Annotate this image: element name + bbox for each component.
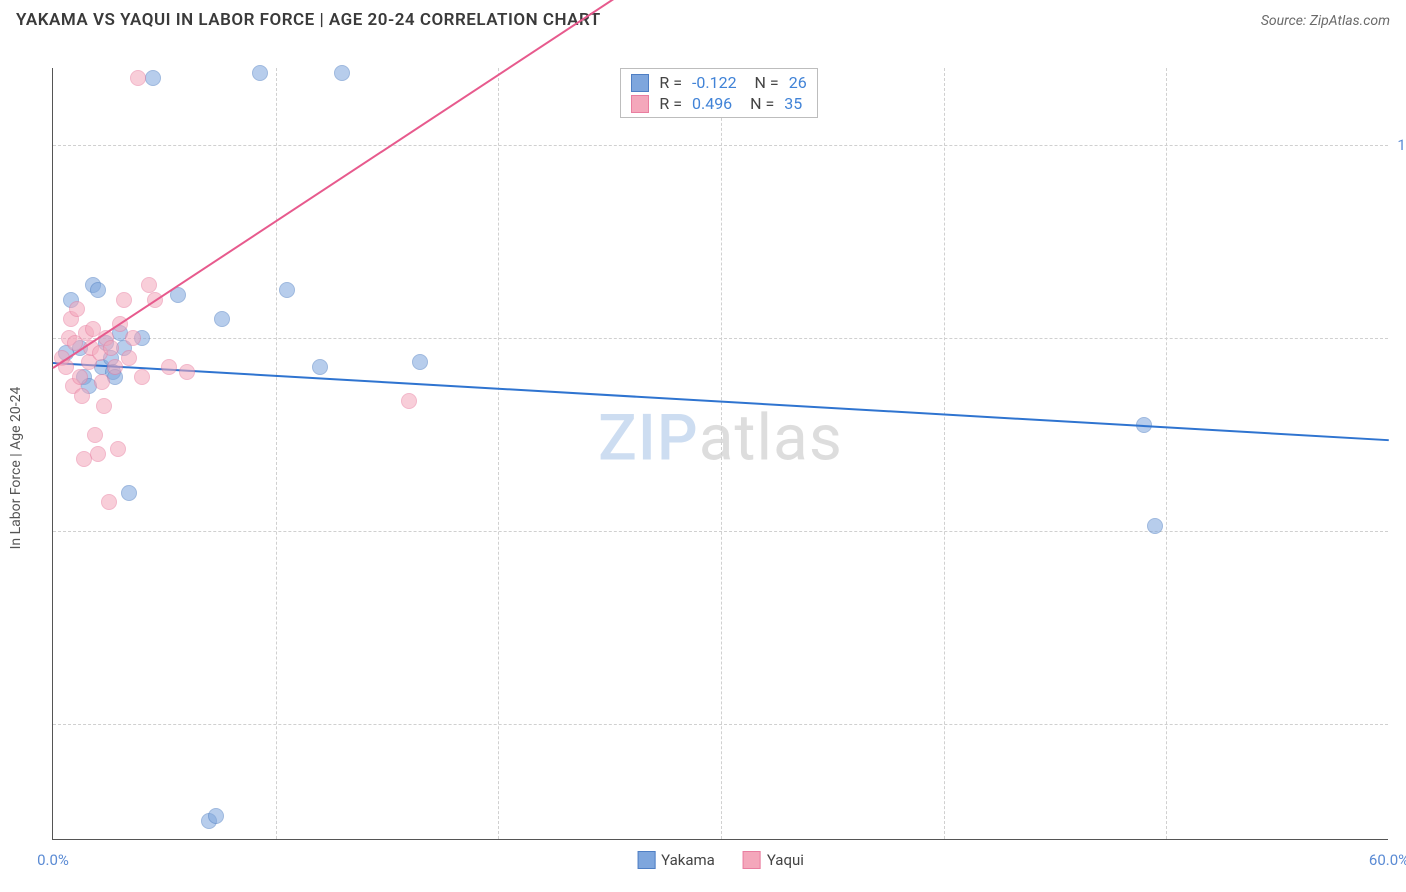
source-label: Source: ZipAtlas.com xyxy=(1261,13,1390,29)
y-tick-label: 80.0% xyxy=(1392,329,1406,347)
legend-swatch xyxy=(637,851,655,869)
data-point xyxy=(90,446,106,462)
data-point xyxy=(130,70,146,86)
x-tick-label: 60.0% xyxy=(1369,851,1406,869)
data-point xyxy=(179,364,195,380)
data-point xyxy=(401,393,417,409)
stats-r-value: 0.496 xyxy=(692,94,732,113)
data-point xyxy=(96,398,112,414)
plot-area: ZIPatlas YakamaYaqui 40.0%60.0%80.0%100.… xyxy=(52,68,1388,840)
legend-label: Yakama xyxy=(661,851,715,869)
data-point xyxy=(334,65,350,81)
stats-n-label: N = xyxy=(742,94,774,113)
data-point xyxy=(312,359,328,375)
data-point xyxy=(72,369,88,385)
x-tick-label: 0.0% xyxy=(37,851,69,869)
data-point xyxy=(101,494,117,510)
gridline-v xyxy=(944,68,945,839)
y-tick-label: 100.0% xyxy=(1392,136,1406,154)
data-point xyxy=(161,359,177,375)
y-tick-label: 60.0% xyxy=(1392,522,1406,540)
stats-n-label: N = xyxy=(747,73,779,92)
data-point xyxy=(1147,518,1163,534)
data-point xyxy=(90,282,106,298)
data-point xyxy=(134,369,150,385)
data-point xyxy=(116,292,132,308)
data-point xyxy=(94,374,110,390)
gridline-v xyxy=(1166,68,1167,839)
gridline-v xyxy=(721,68,722,839)
stats-r-label: R = xyxy=(659,94,682,113)
stats-swatch xyxy=(631,74,649,92)
data-point xyxy=(279,282,295,298)
trend-line xyxy=(52,0,654,369)
data-point xyxy=(412,354,428,370)
chart-title: YAKAMA VS YAQUI IN LABOR FORCE | AGE 20-… xyxy=(16,10,601,30)
data-point xyxy=(121,350,137,366)
stats-row: R = -0.122 N = 26 xyxy=(631,73,806,92)
data-point xyxy=(252,65,268,81)
legend-swatch xyxy=(743,851,761,869)
data-point xyxy=(103,340,119,356)
legend: Yakama Yaqui xyxy=(637,851,804,869)
data-point xyxy=(125,330,141,346)
data-point xyxy=(110,441,126,457)
data-point xyxy=(214,311,230,327)
gridline-v xyxy=(276,68,277,839)
data-point xyxy=(145,70,161,86)
data-point xyxy=(69,301,85,317)
data-point xyxy=(87,427,103,443)
stats-swatch xyxy=(631,95,649,113)
stats-n-value: 26 xyxy=(789,73,807,92)
data-point xyxy=(208,808,224,824)
data-point xyxy=(74,388,90,404)
stats-r-label: R = xyxy=(659,73,682,92)
stats-r-value: -0.122 xyxy=(692,73,737,92)
chart-container: In Labor Force | Age 20-24 ZIPatlas Yaka… xyxy=(0,44,1406,892)
y-tick-label: 40.0% xyxy=(1392,715,1406,733)
stats-row: R = 0.496 N = 35 xyxy=(631,94,806,113)
data-point xyxy=(121,485,137,501)
watermark-zip: ZIP xyxy=(598,401,699,476)
stats-box: R = -0.122 N = 26R = 0.496 N = 35 xyxy=(620,68,817,118)
legend-label: Yaqui xyxy=(767,851,804,869)
y-axis-title: In Labor Force | Age 20-24 xyxy=(8,387,24,550)
legend-item: Yaqui xyxy=(743,851,804,869)
stats-n-value: 35 xyxy=(784,94,802,113)
gridline-v xyxy=(498,68,499,839)
legend-item: Yakama xyxy=(637,851,715,869)
